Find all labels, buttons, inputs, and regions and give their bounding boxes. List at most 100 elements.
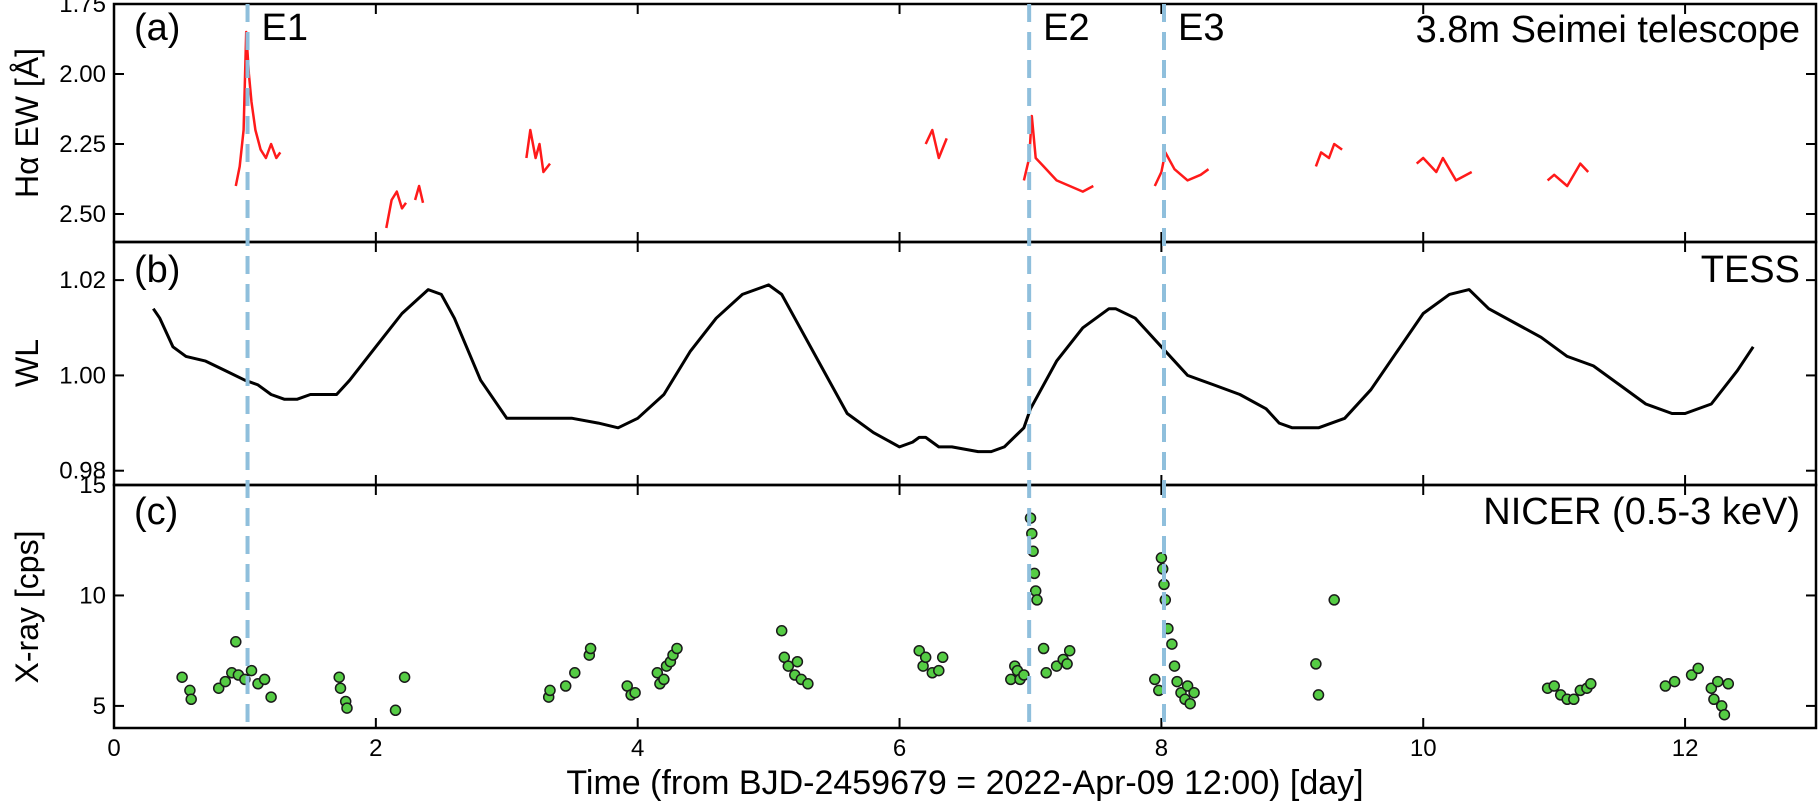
xray-point bbox=[919, 651, 932, 664]
x-tick-label: 2 bbox=[369, 735, 382, 762]
panel-c-plot bbox=[176, 512, 1735, 721]
xray-point bbox=[230, 636, 242, 648]
halpha-segment bbox=[1546, 162, 1590, 188]
xray-point bbox=[1668, 675, 1681, 688]
panel-c-title: NICER (0.5-3 keV) bbox=[1483, 491, 1800, 533]
xray-point bbox=[245, 664, 258, 677]
x-tick-label: 10 bbox=[1410, 735, 1437, 762]
xray-point bbox=[1063, 644, 1076, 657]
xray-point bbox=[258, 673, 271, 686]
xray-point bbox=[333, 671, 345, 683]
xray-point bbox=[1312, 689, 1325, 701]
y-tick-label: 2.00 bbox=[59, 61, 106, 88]
xray-point bbox=[1181, 680, 1194, 692]
x-tick-label: 8 bbox=[1155, 735, 1168, 762]
y-tick-label: 2.50 bbox=[59, 201, 106, 228]
y-tick-label: 1.02 bbox=[59, 267, 106, 294]
xray-point bbox=[1166, 638, 1178, 650]
xray-point bbox=[185, 693, 197, 706]
xray-point bbox=[219, 675, 232, 688]
xray-point bbox=[936, 651, 949, 664]
panel-b-y-axis: 0.98 1.00 1.02 bbox=[59, 242, 1816, 485]
xray-point bbox=[398, 671, 411, 683]
panel-b: 0.98 1.00 1.02 (b) TESS WL bbox=[9, 240, 1818, 487]
panel-c-frame bbox=[112, 483, 1818, 730]
xray-point bbox=[782, 660, 795, 672]
xray-point bbox=[1310, 658, 1322, 670]
xray-point bbox=[212, 682, 225, 694]
x-tick-label: 0 bbox=[107, 735, 120, 762]
x-axis: 0 2 4 6 8 10 12 bbox=[107, 735, 1698, 762]
xray-point bbox=[1722, 678, 1735, 690]
x-tick-label: 6 bbox=[893, 735, 906, 762]
xray-point bbox=[1659, 680, 1672, 692]
xray-point bbox=[334, 682, 347, 694]
halpha-segment bbox=[924, 128, 948, 160]
y-tick-label: 1.00 bbox=[59, 362, 106, 389]
panel-a-ylabel: Hα EW [Å] bbox=[9, 48, 45, 198]
panel-a-plot bbox=[234, 30, 1590, 229]
panel-a-title: 3.8m Seimei telescope bbox=[1416, 9, 1800, 51]
panel-a-y-axis: 1.75 2.00 2.25 2.50 bbox=[59, 0, 1816, 242]
xray-point bbox=[1171, 675, 1183, 688]
tess-light-curve bbox=[152, 283, 1755, 454]
xray-point bbox=[671, 642, 683, 655]
xray-point bbox=[1585, 678, 1597, 690]
panel-c-y-axis: 5 10 15 bbox=[79, 472, 1816, 728]
halpha-segment bbox=[525, 128, 551, 174]
xray-point bbox=[1037, 642, 1050, 655]
xray-point bbox=[1184, 697, 1196, 710]
panel-b-label: (b) bbox=[134, 249, 180, 291]
xray-point bbox=[1568, 693, 1580, 706]
panel-b-title: TESS bbox=[1701, 249, 1800, 291]
event-label: E1 bbox=[262, 7, 308, 49]
halpha-segment bbox=[413, 184, 425, 204]
xray-point bbox=[1692, 662, 1704, 675]
xray-point bbox=[176, 671, 188, 683]
xray-point bbox=[569, 667, 581, 679]
panel-b-plot bbox=[152, 283, 1755, 454]
xray-point bbox=[559, 680, 572, 692]
xray-point bbox=[802, 678, 814, 690]
xray-point bbox=[933, 664, 945, 677]
xray-point bbox=[791, 655, 804, 668]
panel-c: 5 10 15 0 2 4 6 8 10 12 (c) NICER (0.5-3 keV) X-… bbox=[9, 472, 1818, 762]
xray-point bbox=[1040, 667, 1052, 679]
xray-point bbox=[1685, 669, 1698, 681]
xray-point bbox=[1149, 673, 1161, 686]
xray-point bbox=[651, 667, 664, 679]
panel-a: 1.75 2.00 2.25 2.50 (a) 3.8m Seimei telesco… bbox=[9, 0, 1818, 244]
panel-b-ylabel: WL bbox=[9, 339, 45, 387]
panel-c-ylabel: X-ray [cps] bbox=[9, 531, 45, 684]
halpha-segment bbox=[385, 190, 408, 229]
xray-point bbox=[1061, 658, 1073, 670]
xray-point bbox=[389, 704, 402, 717]
xray-point bbox=[1018, 669, 1030, 681]
halpha-segment bbox=[234, 30, 282, 187]
halpha-segment bbox=[1022, 114, 1094, 193]
halpha-segment bbox=[1415, 156, 1473, 182]
y-tick-label: 10 bbox=[79, 582, 106, 609]
y-tick-label: 1.75 bbox=[59, 0, 106, 18]
x-tick-label: 12 bbox=[1672, 735, 1699, 762]
xray-point bbox=[1155, 552, 1168, 564]
xray-point bbox=[1548, 680, 1560, 692]
xray-point bbox=[1031, 594, 1043, 606]
xray-point bbox=[629, 686, 641, 699]
xray-point bbox=[658, 673, 670, 686]
halpha-segment bbox=[1153, 151, 1210, 187]
xray-point bbox=[1712, 675, 1724, 688]
xray-point bbox=[1050, 660, 1063, 672]
xray-point bbox=[1708, 693, 1720, 706]
event-label: E2 bbox=[1043, 7, 1089, 49]
y-tick-label: 0.98 bbox=[59, 458, 106, 485]
xray-point bbox=[265, 691, 277, 703]
x-tick-label: 4 bbox=[631, 735, 644, 762]
xray-point bbox=[775, 625, 788, 637]
xray-point bbox=[1718, 708, 1731, 721]
xray-point bbox=[544, 684, 556, 697]
halpha-segment bbox=[1314, 142, 1343, 167]
xray-point bbox=[584, 642, 597, 655]
panel-c-label: (c) bbox=[134, 491, 178, 533]
xray-point bbox=[341, 702, 353, 714]
